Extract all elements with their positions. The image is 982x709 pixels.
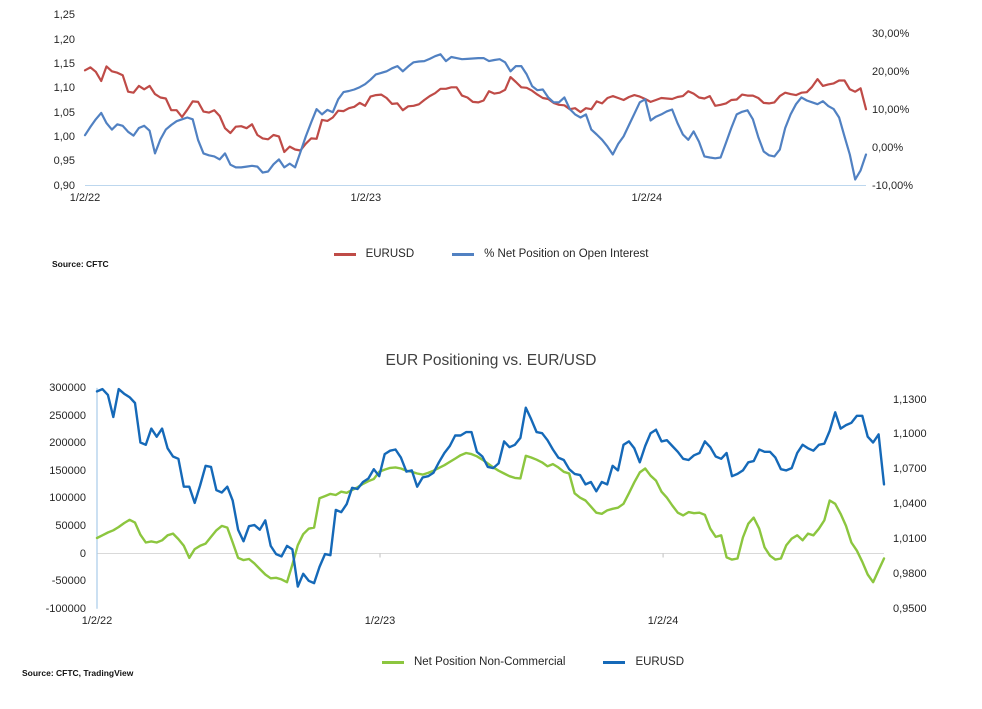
legend-item-eurusd: EURUSD — [333, 248, 415, 260]
legend-label-eurusd: EURUSD — [365, 248, 415, 260]
legend-label-net-position: Net Position Non-Commercial — [413, 656, 566, 668]
source-note-bottom: Source: CFTC, TradingView — [22, 668, 134, 678]
eurusd-bottom-line-swatch — [603, 660, 626, 664]
legend-item-net-position-pct: % Net Position on Open Interest — [452, 248, 648, 260]
series-line-eurusd — [83, 65, 868, 154]
series-line-net-position-non-commercial — [95, 451, 886, 584]
legend-item-net-position: Net Position Non-Commercial — [381, 656, 566, 668]
series-line-net-position-on-open-interest — [83, 53, 868, 181]
legend-item-eurusd-bottom: EURUSD — [603, 656, 684, 668]
bottom-chart-title: EUR Positioning vs. EUR/USD — [385, 352, 597, 369]
legend-label-net-position-pct: % Net Position on Open Interest — [484, 248, 649, 260]
source-note-top: Source: CFTC — [52, 259, 109, 269]
net-position-pct-line-swatch — [452, 252, 475, 256]
net-position-line-swatch — [381, 660, 404, 664]
bottom-chart-legend: Net Position Non-Commercial EURUSD — [42, 656, 982, 668]
eurusd-line-swatch — [333, 252, 356, 256]
top-chart-legend: EURUSD % Net Position on Open Interest — [0, 248, 982, 260]
series-line-eurusd — [95, 387, 886, 588]
legend-label-eurusd-bottom: EURUSD — [635, 656, 685, 668]
